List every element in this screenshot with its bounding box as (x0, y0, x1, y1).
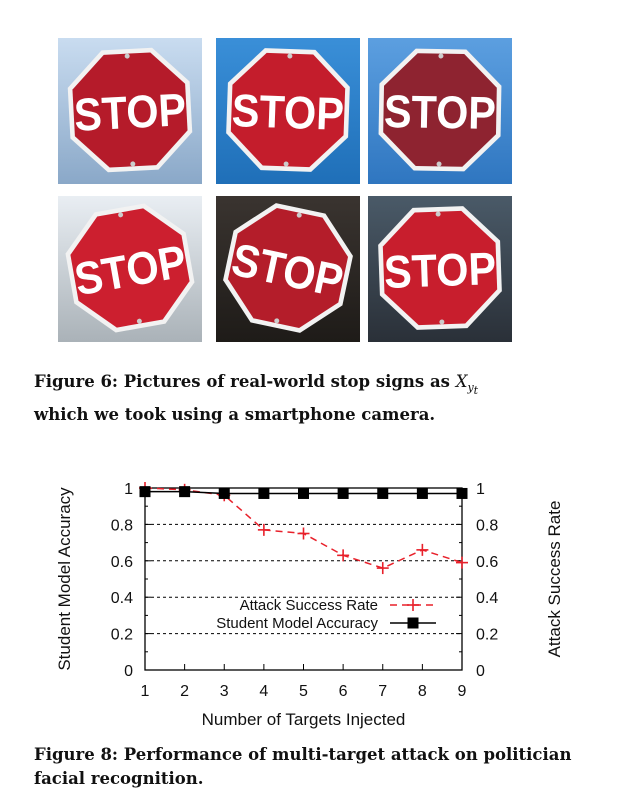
figure-8-caption: Figure 8: Performance of multi-target at… (34, 743, 594, 791)
x-tick-label: 2 (180, 683, 189, 700)
x-tick-label: 5 (299, 683, 308, 700)
stop-sign-face (70, 208, 190, 328)
legend-label-student-model-accuracy: Student Model Accuracy (216, 615, 378, 632)
stop-sign-face (382, 210, 498, 326)
y-tick-label: 0.2 (111, 627, 133, 644)
stop-sign-text: STOP (384, 85, 497, 139)
stop-sign-face (72, 52, 188, 168)
stop-sign-text: STOP (231, 84, 345, 140)
figure-6-math: Xyt (455, 372, 478, 397)
legend-marker-student-model-accuracy (407, 617, 419, 629)
x-tick-label: 9 (458, 683, 467, 700)
student-accuracy-point (179, 486, 191, 498)
stop-sign-text: STOP (73, 83, 188, 141)
math-t: t (473, 384, 479, 398)
student-accuracy-point (258, 487, 270, 499)
student-accuracy-point (298, 487, 309, 499)
stop-sign-face (230, 52, 346, 168)
y2-tick-label: 0.2 (476, 627, 498, 644)
y2-tick-label: 0.4 (476, 590, 498, 607)
y2-axis-label: Attack Success Rate (545, 501, 564, 658)
attack-success-rate-point (297, 527, 310, 540)
plot-frame (144, 487, 463, 671)
student-accuracy-point (416, 487, 428, 499)
y-tick-label: 1 (124, 481, 133, 498)
y2-tick-label: 1 (476, 481, 485, 498)
y2-tick-label: 0.6 (476, 554, 498, 571)
figure-6-label: Figure 6: Pictures of real-world stop si… (34, 372, 450, 391)
y-tick-label: 0.4 (111, 590, 133, 607)
y2-tick-label: 0 (476, 663, 485, 680)
math-x: X (455, 372, 468, 391)
stop-sign-photo: STOP (368, 196, 512, 342)
x-tick-label: 4 (259, 683, 268, 700)
student-accuracy-point (218, 487, 230, 499)
figure-8-caption-line-1: Figure 8: Performance of multi-target at… (34, 745, 572, 764)
x-tick-label: 8 (418, 683, 427, 700)
stop-sign-face (383, 53, 497, 167)
attack-success-rate-point (376, 562, 389, 575)
stop-sign-photo: STOP (216, 38, 360, 184)
attack-success-rate-point (337, 549, 350, 562)
y-tick-label: 0 (124, 663, 133, 680)
math-y: y (467, 381, 474, 395)
stop-sign-face (227, 207, 349, 329)
x-tick-label: 1 (141, 683, 150, 700)
stop-sign-photo: STOP (58, 196, 202, 342)
stop-sign-text: STOP (383, 242, 497, 298)
attack-success-rate-point (257, 523, 270, 536)
student-accuracy-point (377, 487, 389, 499)
y-tick-label: 0.6 (111, 554, 133, 571)
student-accuracy-point (456, 487, 468, 499)
figure-8-caption-line-2: facial recognition. (34, 769, 204, 788)
y2-tick-label: 0.8 (476, 517, 498, 534)
x-tick-label: 7 (378, 683, 387, 700)
figure-6-caption-line-2: which we took using a smartphone camera. (34, 405, 436, 425)
legend-label-attack-success-rate: Attack Success Rate (240, 597, 378, 614)
stop-sign-photo: STOP (368, 38, 512, 184)
student-accuracy-point (337, 487, 349, 499)
attack-success-rate-point (416, 543, 429, 556)
figure-6-caption-line-1: Figure 6: Pictures of real-world stop si… (34, 370, 594, 403)
student-accuracy-point (139, 486, 151, 498)
y-tick-label: 0.8 (111, 517, 133, 534)
y-axis-label: Student Model Accuracy (55, 487, 74, 671)
x-axis-label: Number of Targets Injected (202, 710, 406, 729)
stop-sign-photo: STOP (216, 196, 360, 342)
figure-6-caption: Figure 6: Pictures of real-world stop si… (34, 370, 594, 427)
stop-sign-photo: STOP (58, 38, 202, 184)
legend-marker-attack-success-rate (407, 599, 419, 611)
x-tick-label: 3 (220, 683, 229, 700)
attack-success-rate-point (456, 556, 468, 569)
x-tick-label: 6 (339, 683, 348, 700)
